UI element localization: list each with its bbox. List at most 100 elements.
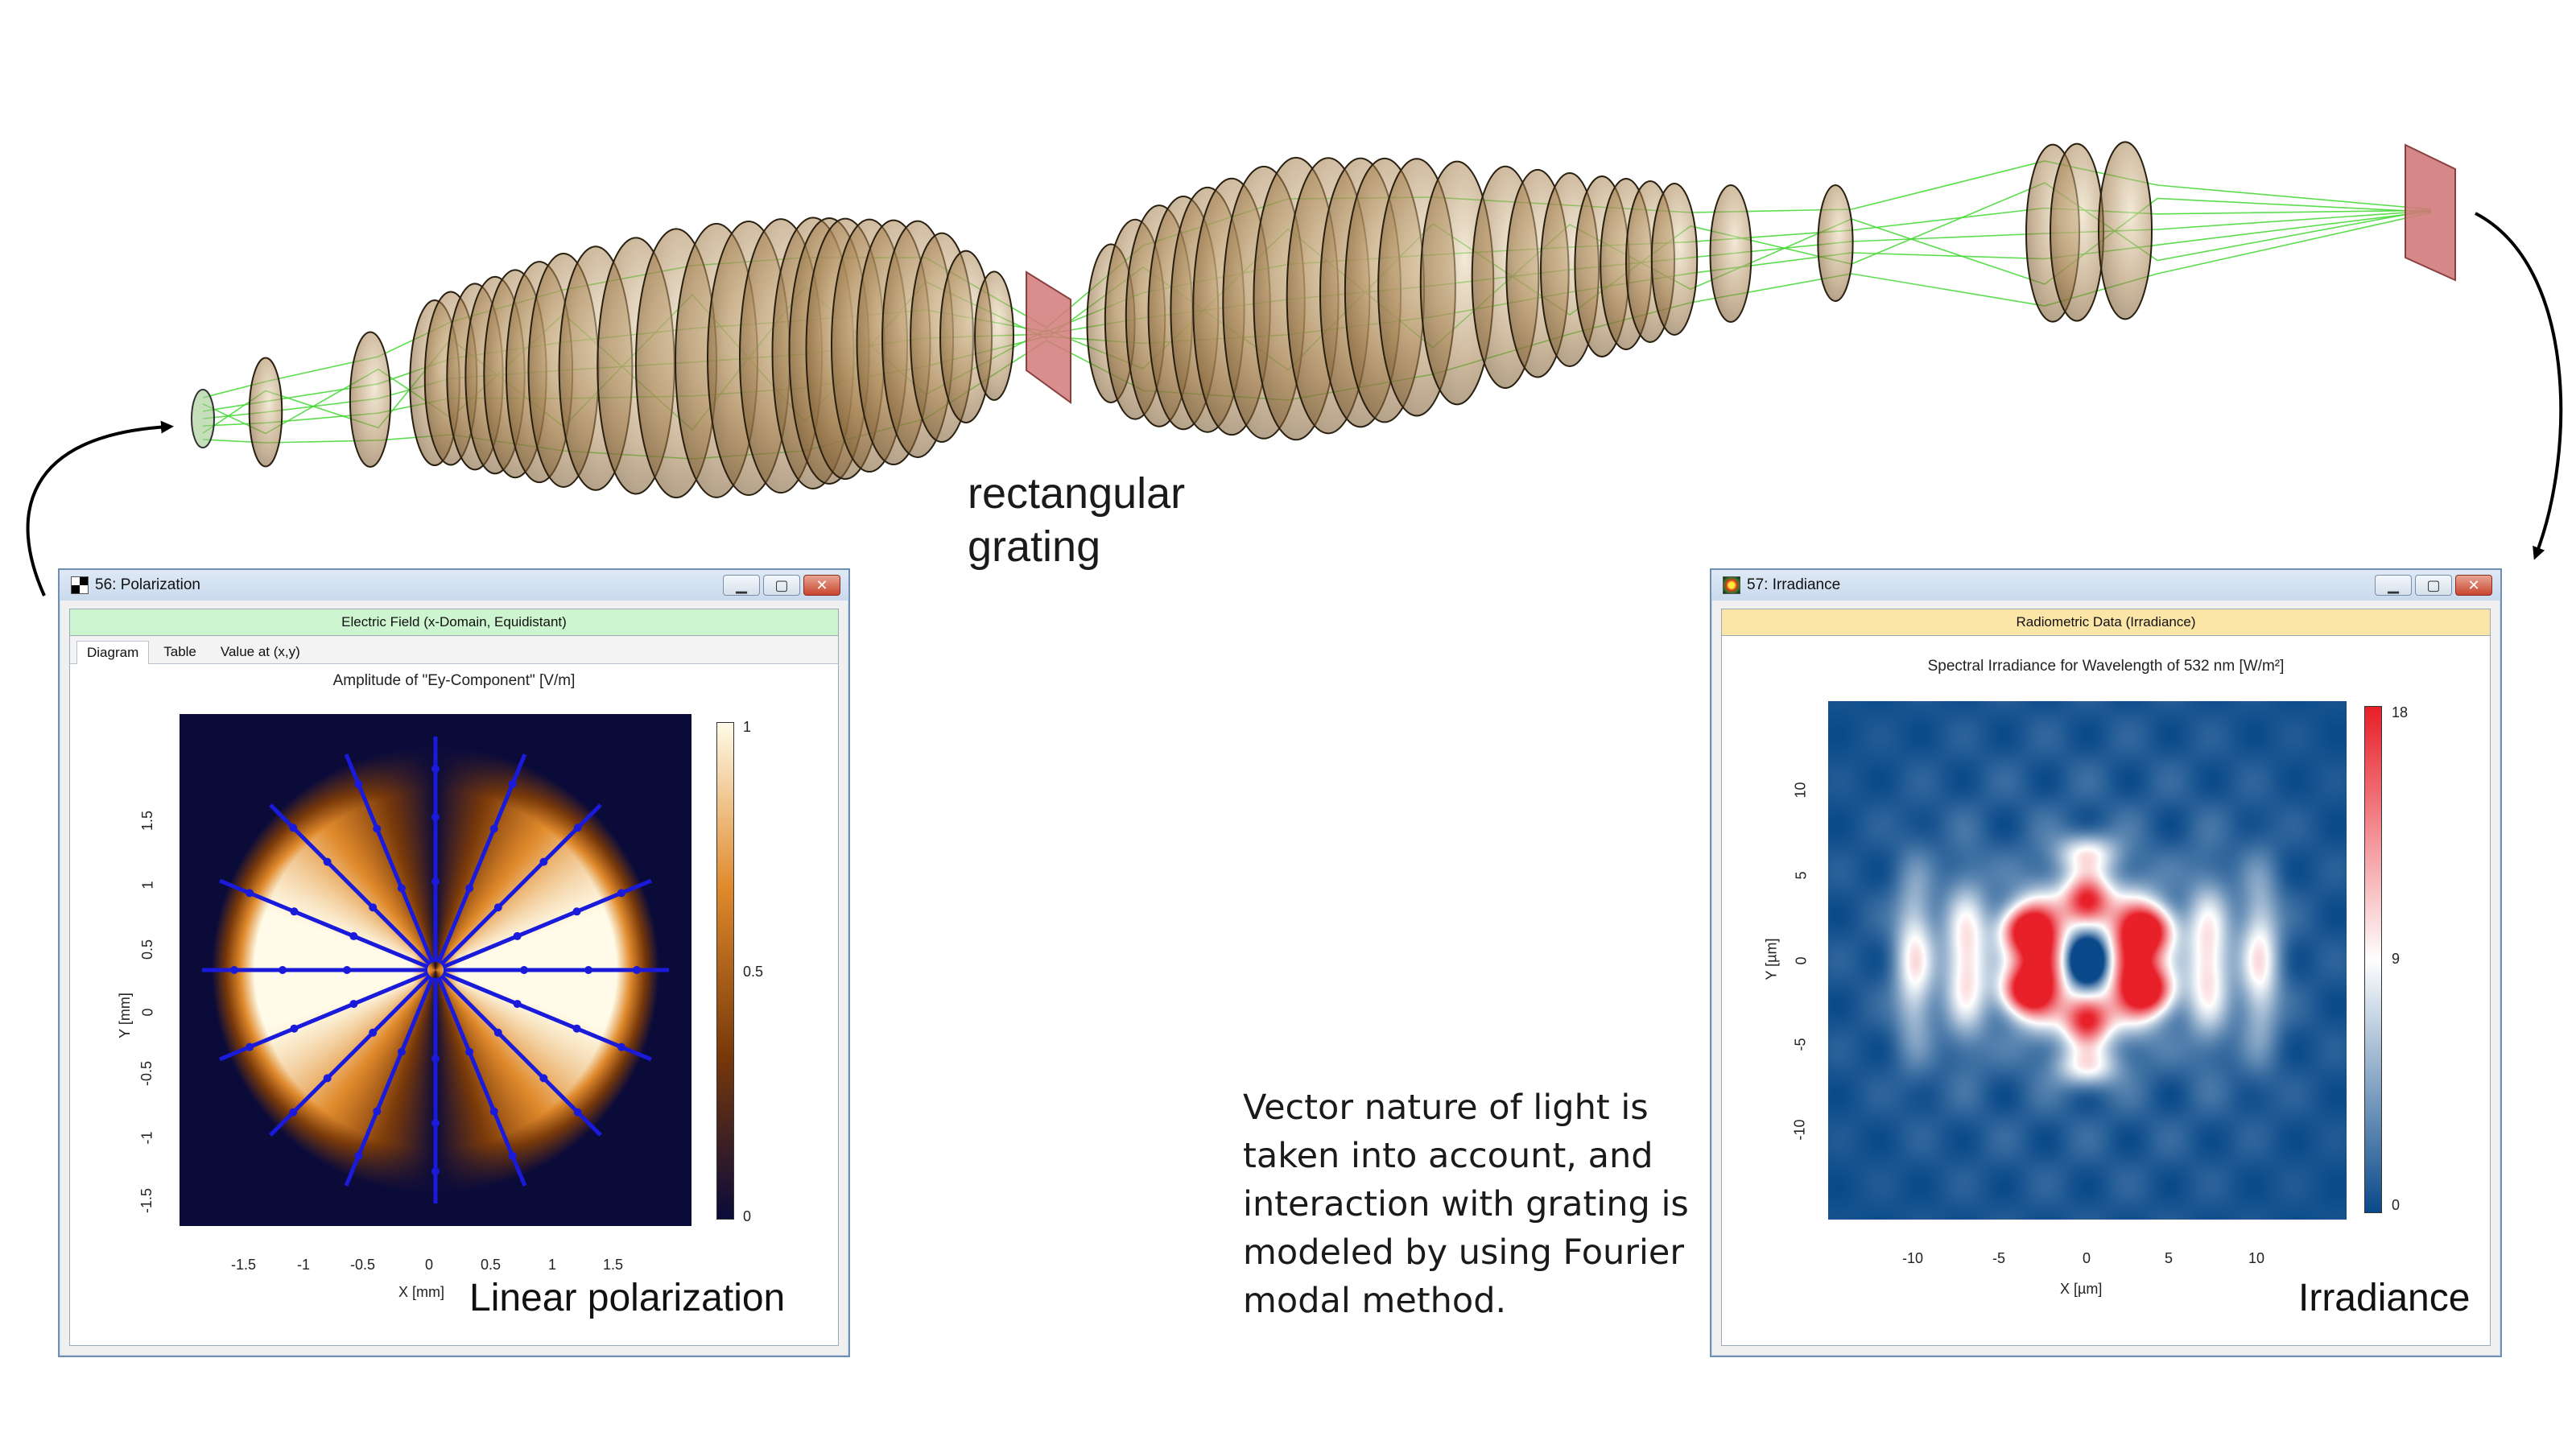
vector-marker	[323, 1074, 332, 1083]
y-tick: -1	[138, 1131, 155, 1145]
minimize-button[interactable]: ▁	[723, 575, 760, 596]
lens[interactable]	[1709, 184, 1752, 323]
x-axis-label: X [mm]	[398, 1284, 444, 1300]
rectangular-grating[interactable]	[1026, 270, 1071, 404]
close-icon: ✕	[815, 576, 828, 594]
irradiance-titlebar[interactable]: 57: Irradiance ▁ ▢ ✕	[1711, 570, 2500, 601]
y-tick: -10	[1791, 1119, 1808, 1141]
x-tick: -10	[1902, 1250, 1924, 1266]
vector-marker	[513, 1000, 522, 1009]
polarization-vector	[436, 753, 527, 964]
vector-marker	[617, 889, 625, 898]
polarization-vector	[269, 803, 431, 966]
source-plane[interactable]	[191, 389, 215, 448]
minimize-icon: ▁	[2388, 576, 2399, 594]
caption-irradiance: Irradiance	[2281, 1271, 2488, 1325]
vector-marker	[431, 1119, 440, 1127]
vector-marker	[246, 1042, 254, 1051]
y-tick: 5	[1793, 871, 1810, 880]
description-line: interaction with grating is	[1243, 1184, 1689, 1224]
y-axis-label: Y [mm]	[116, 993, 133, 1038]
y-tick: 1.5	[139, 810, 156, 832]
colorbar-tick: 9	[2392, 951, 2401, 967]
x-tick: 0	[2083, 1250, 2091, 1266]
lens[interactable]	[2050, 142, 2104, 322]
description-line: Vector nature of light is	[1243, 1088, 1649, 1128]
vector-marker	[465, 884, 474, 893]
tab-value-at[interactable]: Value at (x,y)	[220, 644, 300, 659]
x-tick: 0.5	[481, 1257, 502, 1273]
vector-marker	[290, 1024, 299, 1033]
lens[interactable]	[2098, 141, 2153, 320]
vector-marker	[279, 966, 287, 974]
y-tick: 0	[1793, 956, 1810, 965]
arrow-from-detector	[2475, 212, 2563, 560]
vector-marker	[573, 1108, 582, 1117]
polarization-window[interactable]: 56: Polarization ▁ ▢ ✕ Electric Field (x…	[58, 568, 850, 1357]
polarization-vector	[344, 753, 435, 964]
lens[interactable]	[1817, 184, 1854, 302]
lens[interactable]	[974, 270, 1014, 401]
restore-icon: ▢	[774, 576, 789, 594]
polarization-vector	[436, 976, 527, 1187]
grating-label: rectangular grating	[968, 467, 1185, 573]
vector-marker	[373, 1107, 382, 1116]
vector-marker	[431, 1167, 440, 1175]
vector-marker	[323, 857, 332, 866]
detector-plane[interactable]	[2405, 143, 2456, 282]
irradiance-window[interactable]: 57: Irradiance ▁ ▢ ✕ Radiometric Data (I…	[1710, 568, 2502, 1357]
vector-marker	[349, 931, 358, 940]
vector-marker	[520, 966, 528, 974]
polarization-vector-overlay	[202, 737, 669, 1203]
tab-bar: Diagram Table Value at (x,y)	[70, 636, 838, 664]
y-tick: 0	[139, 1008, 156, 1017]
y-tick: -0.5	[138, 1060, 155, 1087]
vector-marker	[508, 1151, 517, 1160]
polarization-vector	[219, 878, 429, 969]
vector-marker	[633, 966, 641, 974]
vector-marker	[539, 1074, 548, 1083]
vector-marker	[431, 813, 440, 821]
vector-marker	[246, 889, 254, 898]
irradiance-content: Radiometric Data (Irradiance) Spectral I…	[1721, 609, 2491, 1346]
minimize-button[interactable]: ▁	[2375, 575, 2412, 596]
x-tick: 1	[548, 1257, 557, 1273]
y-tick: 1	[139, 881, 156, 890]
polarization-colorbar	[716, 722, 734, 1220]
vector-marker	[513, 931, 522, 940]
vector-marker	[493, 903, 502, 912]
restore-button[interactable]: ▢	[2415, 575, 2452, 596]
vector-marker	[584, 966, 592, 974]
vector-marker	[349, 1000, 358, 1009]
irradiance-plot[interactable]	[1828, 701, 2347, 1220]
description-line: modeled by using Fourier	[1243, 1232, 1685, 1273]
lens[interactable]	[248, 357, 283, 468]
plot-title: Amplitude of "Ey-Component" [V/m]	[332, 672, 576, 689]
vector-marker	[572, 1024, 581, 1033]
x-axis-label: X [µm]	[2060, 1281, 2103, 1297]
vector-marker	[397, 884, 406, 893]
irradiance-app-icon	[1723, 576, 1740, 594]
lens[interactable]	[1650, 183, 1699, 336]
restore-button[interactable]: ▢	[763, 575, 800, 596]
close-button[interactable]: ✕	[803, 575, 840, 596]
polarization-vector	[219, 971, 429, 1062]
minimize-icon: ▁	[736, 576, 747, 594]
vector-marker	[617, 1042, 625, 1051]
polarization-vector	[442, 878, 652, 969]
grating-label-line-2: grating	[968, 522, 1101, 571]
polarization-titlebar[interactable]: 56: Polarization ▁ ▢ ✕	[60, 570, 848, 601]
vector-marker	[489, 824, 498, 833]
vector-marker	[573, 824, 582, 832]
polarization-app-icon	[71, 576, 89, 594]
x-tick: 5	[2165, 1250, 2174, 1266]
lens[interactable]	[349, 331, 392, 468]
tab-diagram[interactable]: Diagram	[76, 641, 150, 664]
close-button[interactable]: ✕	[2455, 575, 2492, 596]
irradiance-colorbar	[2364, 706, 2382, 1213]
vector-marker	[539, 857, 548, 866]
tab-table[interactable]: Table	[163, 644, 196, 659]
vector-marker	[465, 1047, 474, 1056]
vector-marker	[489, 1107, 498, 1116]
x-tick: 1.5	[603, 1257, 624, 1273]
